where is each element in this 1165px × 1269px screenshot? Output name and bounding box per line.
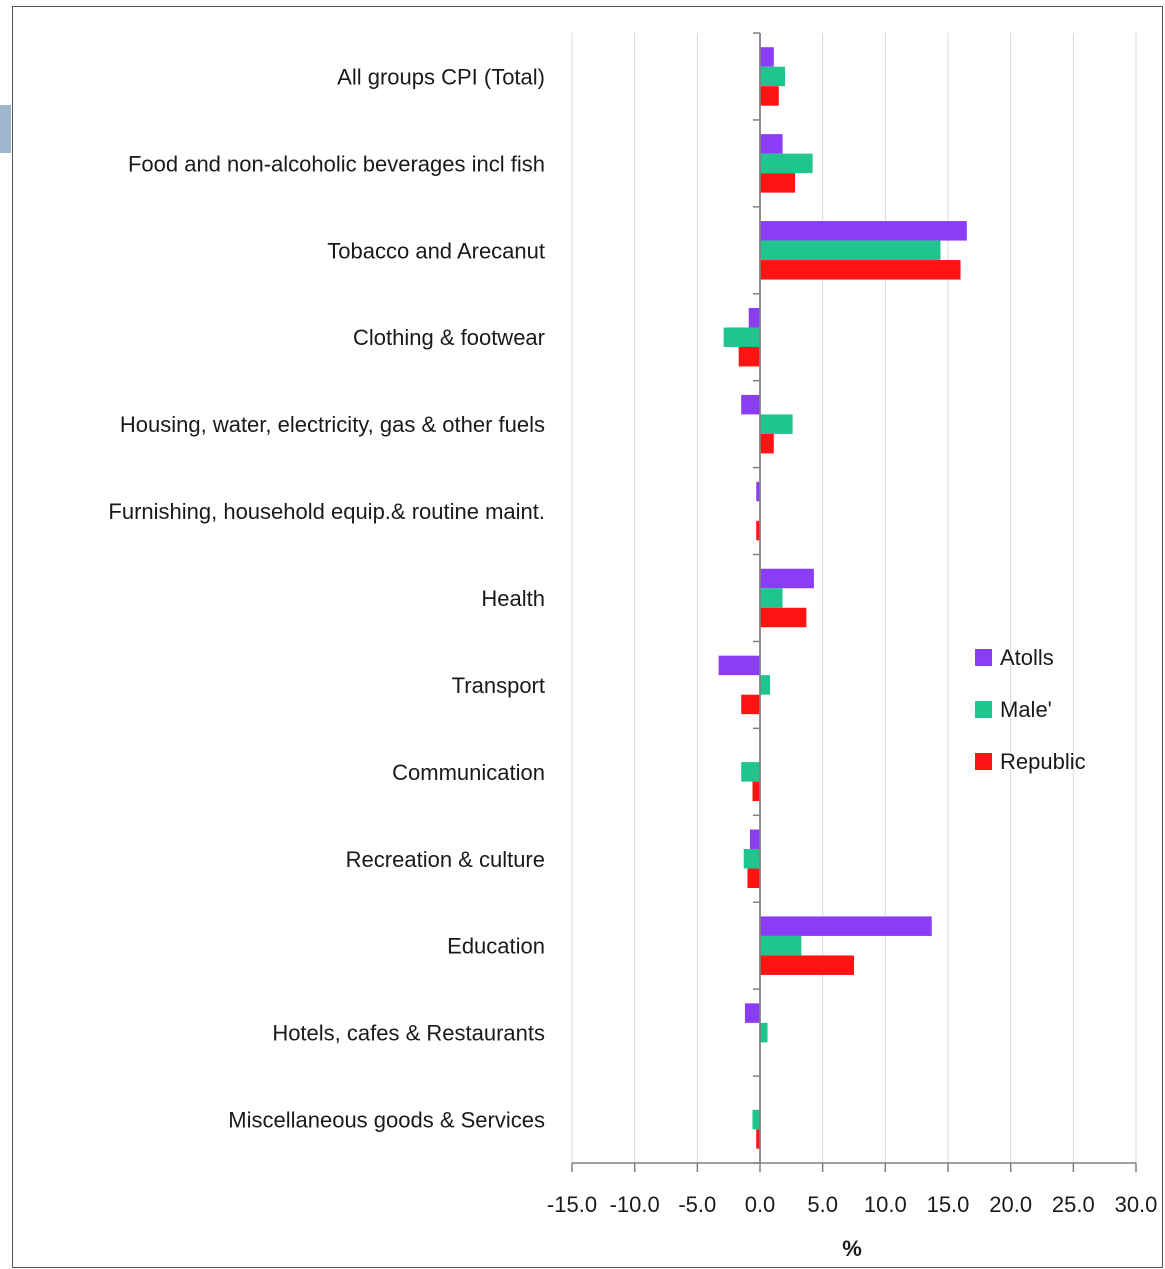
legend: Atolls Male' Republic (975, 645, 1086, 774)
x-axis-title: % (842, 1236, 862, 1261)
bar-republic (760, 955, 854, 975)
x-tick-label: -5.0 (678, 1192, 716, 1217)
category-label: Transport (452, 673, 545, 698)
x-tick-label: 5.0 (807, 1192, 838, 1217)
bar-republic (741, 694, 760, 715)
category-label: Hotels, cafes & Restaurants (272, 1021, 545, 1046)
bar-male (760, 1022, 768, 1043)
category-label: Education (447, 934, 545, 959)
bar-atolls (760, 916, 932, 936)
bar-republic (760, 86, 779, 106)
legend-swatch (975, 649, 992, 666)
bar-male (743, 849, 760, 869)
x-tick-label: 20.0 (989, 1192, 1032, 1217)
category-label: Miscellaneous goods & Services (228, 1108, 545, 1133)
bar-republic (738, 346, 760, 367)
gridlines (571, 33, 1137, 1163)
category-label: All groups CPI (Total) (337, 64, 545, 89)
bar-republic (747, 868, 760, 889)
bar-male (760, 153, 813, 174)
category-label: Clothing & footwear (353, 325, 545, 350)
x-tick-label: 30.0 (1115, 1192, 1158, 1217)
bar-male (760, 240, 941, 261)
bar-atolls (760, 47, 774, 67)
bar-republic (760, 607, 807, 628)
bar-republic (760, 260, 961, 280)
x-tick-label: 15.0 (927, 1192, 970, 1217)
x-tick-label: -10.0 (610, 1192, 660, 1217)
category-label: Tobacco and Arecanut (327, 238, 545, 263)
bar-male (752, 1109, 760, 1130)
x-tick-label: 0.0 (745, 1192, 776, 1217)
bar-male (760, 675, 771, 695)
bar-atolls (760, 221, 967, 241)
category-label: Housing, water, electricity, gas & other… (120, 412, 545, 437)
bar-republic (756, 520, 760, 541)
category-label: Furnishing, household equip.& routine ma… (108, 499, 545, 524)
legend-swatch (975, 753, 992, 770)
category-label: Recreation & culture (346, 847, 545, 872)
legend-label: Atolls (1000, 645, 1054, 670)
category-labels: All groups CPI (Total) Food and non-alcoh… (108, 64, 545, 1132)
axes: -15.0 -10.0 -5.0 0.0 5.0 10.0 15.0 20.0 25.0 30.0 (547, 32, 1158, 1217)
bar-atolls (741, 394, 760, 415)
category-label: Food and non-alcoholic beverages incl fi… (128, 151, 545, 176)
bar-republic (752, 781, 760, 802)
bar-atolls (760, 568, 814, 589)
legend-label: Republic (1000, 749, 1086, 774)
bar-male (760, 66, 786, 87)
legend-swatch (975, 701, 992, 718)
x-tick-label: 10.0 (864, 1192, 907, 1217)
bar-male (741, 762, 760, 782)
bar-atolls (748, 307, 760, 328)
bar-republic (760, 433, 774, 454)
bar-male (760, 935, 802, 956)
legend-label: Male' (1000, 697, 1052, 722)
x-tick-label: 25.0 (1052, 1192, 1095, 1217)
bar-atolls (756, 481, 760, 502)
bar-male (760, 588, 783, 608)
bar-atolls (760, 134, 783, 154)
bar-republic (756, 1129, 760, 1149)
bar-male (723, 327, 760, 347)
bar-atolls (749, 829, 760, 850)
bar-male (760, 414, 793, 434)
side-tab (0, 105, 11, 153)
bar-republic (760, 173, 796, 193)
category-label: Health (481, 586, 545, 611)
bar-atolls (744, 1003, 760, 1023)
bars (718, 33, 967, 1163)
bar-atolls (718, 655, 760, 676)
x-tick-label: -15.0 (547, 1192, 597, 1217)
category-label: Communication (392, 760, 545, 785)
chart-frame (12, 6, 1163, 1268)
